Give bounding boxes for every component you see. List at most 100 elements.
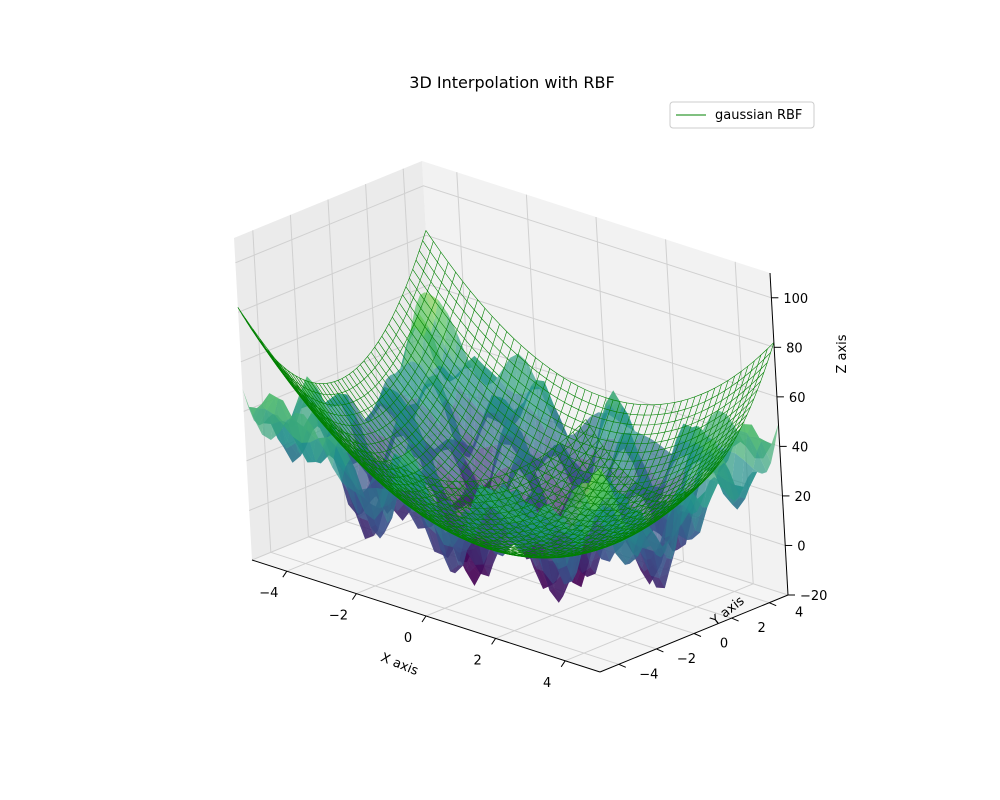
surface-patch — [557, 506, 572, 532]
surface-patch — [454, 385, 468, 430]
gridline-z — [240, 284, 778, 398]
surface-patch — [447, 398, 463, 443]
surface-patch — [687, 491, 702, 512]
y-tick-label: −2 — [677, 652, 696, 667]
surface-patch — [504, 486, 520, 524]
x-tick-mark — [351, 593, 357, 600]
surface-patch — [500, 397, 515, 420]
surface-patch — [448, 447, 462, 490]
surface-patch — [637, 434, 652, 465]
surface-patch — [420, 464, 434, 475]
surface-patch — [596, 483, 610, 510]
surface-patch — [663, 505, 675, 550]
surface-patch — [312, 427, 327, 448]
surface-patch — [543, 572, 559, 603]
surface-patch — [726, 430, 739, 454]
legend-label-gaussian-rbf: gaussian RBF — [715, 108, 802, 123]
wireframe-line-y — [330, 382, 679, 558]
surface-patch — [483, 365, 498, 388]
wireframe-line-y — [370, 351, 720, 527]
surface-patch — [595, 547, 610, 562]
surface-patch — [286, 443, 301, 463]
surface-patch — [359, 488, 375, 520]
surface-patch — [301, 442, 316, 463]
surface-patch — [592, 476, 604, 510]
wireframe-line-y — [349, 373, 698, 549]
wireframe-line-y — [291, 372, 640, 548]
surface-patch — [766, 423, 779, 446]
surface-patch — [467, 426, 481, 449]
wireframe-line-y — [409, 278, 758, 454]
surface-patch — [360, 444, 374, 471]
surface-patch — [332, 446, 346, 483]
surface-patch — [520, 447, 535, 477]
surface-patch — [627, 529, 641, 555]
wireframe-line-y — [374, 346, 723, 522]
surface-patch — [598, 403, 610, 449]
surface-patch — [508, 459, 521, 491]
surface-patch — [614, 440, 627, 470]
surface-patch — [443, 367, 458, 403]
surface-patch — [442, 398, 458, 443]
surface-patch — [659, 558, 672, 589]
surface-patch — [732, 497, 746, 510]
y-tick-label: 4 — [795, 606, 803, 621]
wireframe-line-y — [395, 309, 744, 485]
surface-patch — [740, 472, 753, 499]
surface-patch — [383, 453, 395, 488]
surface-patch — [418, 508, 435, 552]
surface-patch — [409, 412, 425, 441]
surface-patch — [412, 384, 425, 405]
wireframe-line-y — [279, 363, 628, 539]
surface-patch — [633, 530, 646, 557]
surface-patch — [558, 578, 571, 603]
z-tick-label: 40 — [792, 440, 809, 455]
surface-patch — [761, 441, 775, 463]
y-tick-label: 0 — [720, 637, 728, 652]
surface-patch — [544, 503, 559, 525]
surface-patch — [522, 514, 537, 532]
surface-patch — [738, 424, 752, 434]
surface-patch — [419, 292, 435, 334]
surface-patch — [650, 531, 666, 558]
wireframe-line-y — [314, 382, 664, 558]
surface-patch — [359, 410, 373, 426]
surface-patch — [480, 501, 494, 522]
surface-patch — [686, 426, 699, 459]
y-tick-mark — [618, 663, 626, 668]
surface-patch — [483, 547, 497, 577]
surface-patch — [735, 430, 748, 461]
surface-patch — [333, 393, 347, 403]
surface-patch — [744, 433, 757, 469]
surface-patch — [485, 412, 497, 448]
surface-patch — [429, 382, 443, 426]
surface-patch — [537, 541, 553, 584]
surface-patch — [387, 489, 400, 523]
surface-patch — [582, 567, 596, 577]
surface-patch — [265, 393, 279, 415]
x-tick-mark — [421, 615, 427, 623]
surface-patch — [458, 536, 471, 566]
surface-patch — [310, 438, 324, 462]
wireframe-line-y — [425, 230, 775, 406]
surface-patch — [242, 388, 257, 416]
surface-patch — [683, 492, 697, 515]
x-tick-label: 4 — [543, 676, 551, 691]
surface-patch — [279, 421, 293, 437]
surface-patch — [741, 460, 754, 492]
surface-patch — [395, 342, 407, 374]
y-tick-mark — [731, 617, 739, 622]
surface-patch — [475, 564, 489, 577]
surface-patch — [434, 526, 451, 572]
surface-patch — [350, 489, 366, 514]
surface-patch — [459, 558, 475, 586]
wireframe-line-y — [356, 368, 705, 543]
surface-patch — [403, 327, 415, 366]
surface-patch — [380, 517, 393, 539]
surface-patch — [655, 520, 667, 553]
surface-patch — [681, 511, 696, 540]
wireframe-line-y — [287, 370, 636, 546]
surface-patch — [405, 448, 419, 475]
surface-patch — [707, 477, 720, 508]
